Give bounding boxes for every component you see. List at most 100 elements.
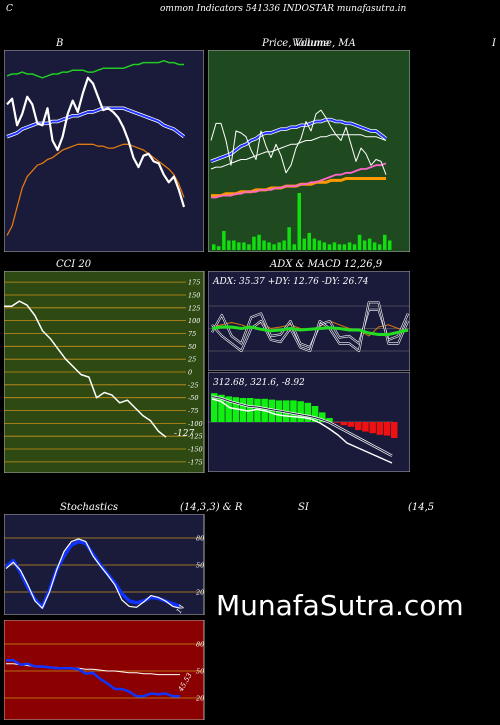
cci-tick-label: 25 [187,356,196,364]
macd-histogram-bar [391,422,398,438]
volume-bar [297,193,301,250]
stoch-k-line [5,538,181,609]
macd-chart: 312.68, 321.6, -8.92 [208,372,410,472]
volume-bar [367,238,372,250]
macd-histogram-bar [254,398,261,422]
volume-bar [377,244,382,250]
ma-blue-line [210,118,387,163]
cci-tick-label: 125 [188,304,200,312]
ma-pink-line [211,162,387,199]
price-chart [208,50,410,252]
volume-bar [237,242,241,250]
price-title: Price, Volume, MA [262,38,356,49]
stoch-title: Stochastics [60,502,118,513]
plus-dy-line [211,309,409,348]
volume-bar [282,240,286,250]
cci-tick-label: -100 [188,420,203,428]
bollinger-price-line [6,76,186,208]
cci-tick-label: 0 [188,369,192,377]
volume-bar [277,242,281,250]
stoch-tick-label: 80 [196,535,204,543]
volume-bar [337,244,342,250]
cci-tick-label: -175 [188,458,203,466]
rsi-tick-label: 80 [196,641,204,649]
macd-histogram-bar [333,422,340,423]
macd-histogram-bar [369,422,376,434]
cci-tick-label: 175 [188,279,200,287]
cci-tick-label: -50 [188,394,198,402]
page-title: ommon Indicators 541336 INDOSTAR munafas… [160,4,407,14]
cci-tick-label: 150 [188,292,200,300]
stoch-chart: 80 50 20 14 [4,514,205,615]
bollinger-lower-band [6,143,185,236]
header-left-letter: C [6,4,13,14]
volume-bar [292,244,296,250]
rsi-tick-label: 50 [196,668,204,676]
volume-bar [257,234,261,250]
cci-tick-label: -75 [188,407,198,415]
macd-histogram-bar [218,394,225,422]
cci-line [4,300,167,438]
rsi-tick-label: 20 [195,695,204,703]
cci-tick-label: 75 [188,330,196,338]
adx-bg [208,271,410,371]
volume-bar [327,244,332,250]
volume-bar [287,227,291,250]
macd-histogram-bar [340,422,348,426]
volume-bar [227,240,231,250]
volume-bar [272,244,276,250]
price-bg [208,50,410,252]
volume-bar [362,240,367,250]
bollinger-chart [4,50,204,252]
volume-overlay-title: Volume [292,38,330,49]
volume-bar [388,240,392,250]
macd-histogram-bar [347,422,355,427]
volume-bar [347,242,352,250]
macd-histogram-bar [362,422,369,432]
volume-bar [322,242,327,250]
volume-bar [357,234,362,250]
right-edge-title: I [492,38,496,49]
volume-bar [242,242,246,250]
minus-dy-line [211,301,409,352]
bollinger-bg [4,50,204,252]
cci-value-label: -127 [174,429,194,439]
price-line [210,109,387,175]
volume-bar [332,242,337,250]
macd-histogram-bar [290,400,297,422]
volume-bar [312,238,317,250]
volume-bar [252,236,256,250]
rsi-title: SI [298,502,309,513]
stoch-bg [4,514,205,615]
macd-histogram-bar [311,406,319,422]
volume-bar [352,244,357,250]
bollinger-title: B [56,38,64,49]
volume-bar [307,232,311,250]
rsi-params: (14,5 [408,502,435,513]
macd-histogram-bar [355,422,362,430]
bollinger-upper-band [6,59,184,79]
stoch-params: (14,3,3) & R [180,502,243,513]
cci-tick-label: -125 [188,433,203,441]
stoch-tick-label: 20 [195,589,204,597]
macd-signal-line [211,396,393,457]
volume-bar [317,240,322,250]
volume-bar [232,240,236,250]
cci-tick-label: -150 [188,446,203,454]
volume-bar [267,242,271,250]
volume-bar [383,234,387,250]
volume-bar [372,242,377,250]
watermark: MunafaSutra.com [216,589,464,622]
adx-readout: ADX: 35.37 +DY: 12.76 -DY: 26.74 [212,277,369,287]
volume-bar [222,231,226,250]
cci-chart: 175 150 125 100 75 50 25 0 -25 -50 -75 -100 -125 -150… [4,271,205,473]
volume-bar [302,238,306,250]
rsi-bg [4,620,205,720]
macd-histogram-bar [326,418,333,422]
rsi-line [6,658,180,698]
stoch-value-label: 14 [175,603,186,615]
volume-bar [217,246,221,250]
adx-title: ADX & MACD 12,26,9 [270,259,383,270]
stoch-tick-label: 50 [196,562,204,570]
